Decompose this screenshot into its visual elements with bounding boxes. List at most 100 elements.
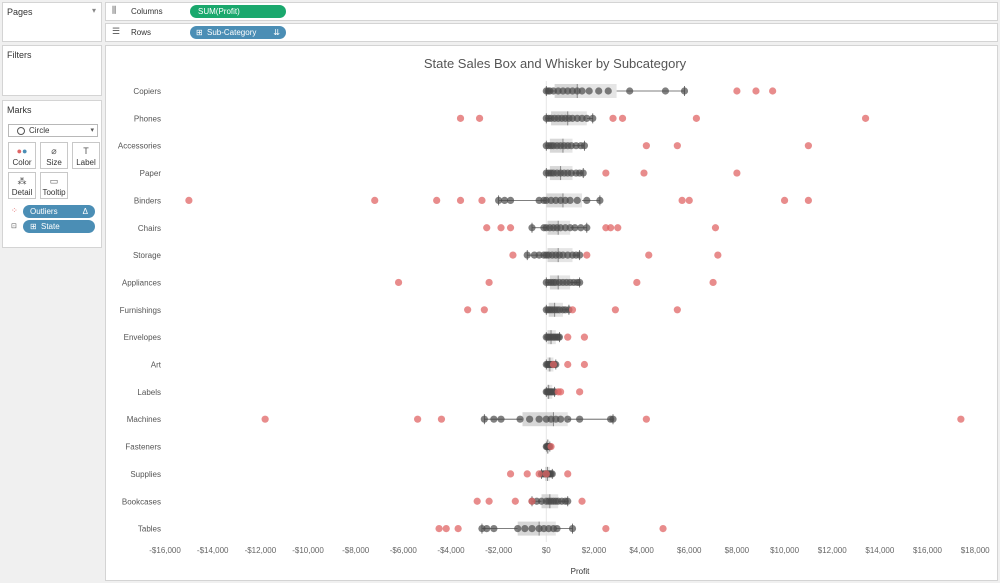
outlier-point[interactable] <box>642 142 650 150</box>
state-point[interactable] <box>589 114 597 122</box>
state-point[interactable] <box>516 415 524 423</box>
outlier-point[interactable] <box>583 251 591 259</box>
outlier-point[interactable] <box>506 470 515 478</box>
state-point[interactable] <box>578 87 586 95</box>
state-point[interactable] <box>680 87 689 95</box>
outlier-point[interactable] <box>371 196 379 204</box>
outlier-point[interactable] <box>564 360 572 369</box>
state-point[interactable] <box>583 196 591 204</box>
outlier-point[interactable] <box>957 415 965 423</box>
state-point[interactable] <box>514 525 522 533</box>
state-point[interactable] <box>585 87 593 95</box>
outlier-point[interactable] <box>692 114 700 122</box>
outlier-point[interactable] <box>580 333 589 341</box>
outlier-point[interactable] <box>602 525 610 533</box>
mark-type-select[interactable]: Circle ▾ <box>8 124 98 137</box>
outlier-point[interactable] <box>568 306 577 314</box>
state-point[interactable] <box>553 525 561 533</box>
outlier-point[interactable] <box>535 470 543 478</box>
outlier-point[interactable] <box>437 415 446 423</box>
state-point[interactable] <box>495 196 503 204</box>
state-point[interactable] <box>661 87 670 95</box>
outlier-point[interactable] <box>509 251 517 259</box>
outlier-point[interactable] <box>578 497 586 505</box>
outlier-point[interactable] <box>480 306 488 314</box>
filters-card[interactable]: Filters <box>2 45 102 96</box>
state-point[interactable] <box>576 251 584 259</box>
outlier-point[interactable] <box>564 333 572 341</box>
detail-button[interactable]: ⁂ Detail <box>8 172 36 199</box>
state-point[interactable] <box>490 525 498 533</box>
state-point[interactable] <box>497 415 505 423</box>
outlier-point[interactable] <box>478 196 486 204</box>
subcategory-pill[interactable]: ⊞ Sub-Category ⇊ <box>190 26 286 39</box>
outlier-point[interactable] <box>506 224 515 232</box>
state-point[interactable] <box>548 470 556 478</box>
outlier-point[interactable] <box>614 224 622 232</box>
state-pill[interactable]: ⊞ State <box>23 220 95 233</box>
state-point[interactable] <box>555 333 563 341</box>
outlier-point[interactable] <box>435 525 443 533</box>
outlier-point[interactable] <box>547 442 555 451</box>
state-point[interactable] <box>573 196 581 204</box>
size-button[interactable]: ⌀ Size <box>40 142 68 169</box>
outlier-point[interactable] <box>659 525 667 533</box>
outlier-point[interactable] <box>709 278 717 287</box>
outlier-point[interactable] <box>780 196 789 204</box>
outlier-point[interactable] <box>861 114 870 122</box>
state-point[interactable] <box>490 415 498 423</box>
outlier-point[interactable] <box>576 388 584 396</box>
outlier-point[interactable] <box>442 525 450 533</box>
state-point[interactable] <box>521 525 529 533</box>
state-point[interactable] <box>528 525 536 533</box>
outlier-point[interactable] <box>733 169 741 177</box>
outlier-point[interactable] <box>485 497 493 505</box>
outlier-point[interactable] <box>609 114 617 122</box>
outlier-point[interactable] <box>580 360 589 369</box>
outlier-point[interactable] <box>433 196 441 204</box>
outlier-point[interactable] <box>549 360 558 369</box>
state-point[interactable] <box>564 497 572 505</box>
outlier-point[interactable] <box>185 196 193 204</box>
state-point[interactable] <box>535 415 543 423</box>
outlier-point[interactable] <box>473 497 481 505</box>
outlier-point[interactable] <box>607 224 615 232</box>
state-point[interactable] <box>596 196 604 204</box>
state-point[interactable] <box>577 224 585 232</box>
color-button[interactable]: ●● Color <box>8 142 36 169</box>
state-point[interactable] <box>595 87 603 95</box>
state-point[interactable] <box>500 196 509 204</box>
chevron-down-icon[interactable]: ▾ <box>91 6 96 15</box>
outlier-point[interactable] <box>394 278 403 287</box>
outliers-pill[interactable]: Outliers Δ <box>23 205 95 218</box>
profit-pill[interactable]: SUM(Profit) <box>190 5 286 18</box>
tooltip-button[interactable]: ▭ Tooltip <box>40 172 68 199</box>
state-point[interactable] <box>580 142 589 150</box>
outlier-point[interactable] <box>523 470 531 478</box>
outlier-point[interactable] <box>804 196 812 204</box>
columns-shelf[interactable]: ⫼ Columns SUM(Profit) <box>105 2 998 21</box>
outlier-point[interactable] <box>645 251 653 259</box>
outlier-point[interactable] <box>464 306 472 314</box>
outlier-point[interactable] <box>483 224 491 232</box>
outlier-point[interactable] <box>678 196 686 204</box>
state-point[interactable] <box>583 114 591 122</box>
outlier-point[interactable] <box>611 306 619 314</box>
outlier-point[interactable] <box>804 142 812 150</box>
outlier-point[interactable] <box>414 415 422 423</box>
state-point[interactable] <box>579 169 587 177</box>
state-point[interactable] <box>609 415 617 423</box>
outlier-point[interactable] <box>454 525 462 533</box>
outlier-point[interactable] <box>752 87 760 95</box>
outlier-point[interactable] <box>642 415 650 423</box>
state-point[interactable] <box>483 525 491 533</box>
outlier-point[interactable] <box>633 278 641 287</box>
outlier-point[interactable] <box>456 196 465 204</box>
outlier-point[interactable] <box>542 470 550 478</box>
outlier-point[interactable] <box>618 114 627 122</box>
outlier-point[interactable] <box>564 470 572 478</box>
outlier-point[interactable] <box>485 278 493 287</box>
state-point[interactable] <box>576 415 584 423</box>
outlier-point[interactable] <box>711 224 720 232</box>
outlier-point[interactable] <box>497 224 505 232</box>
